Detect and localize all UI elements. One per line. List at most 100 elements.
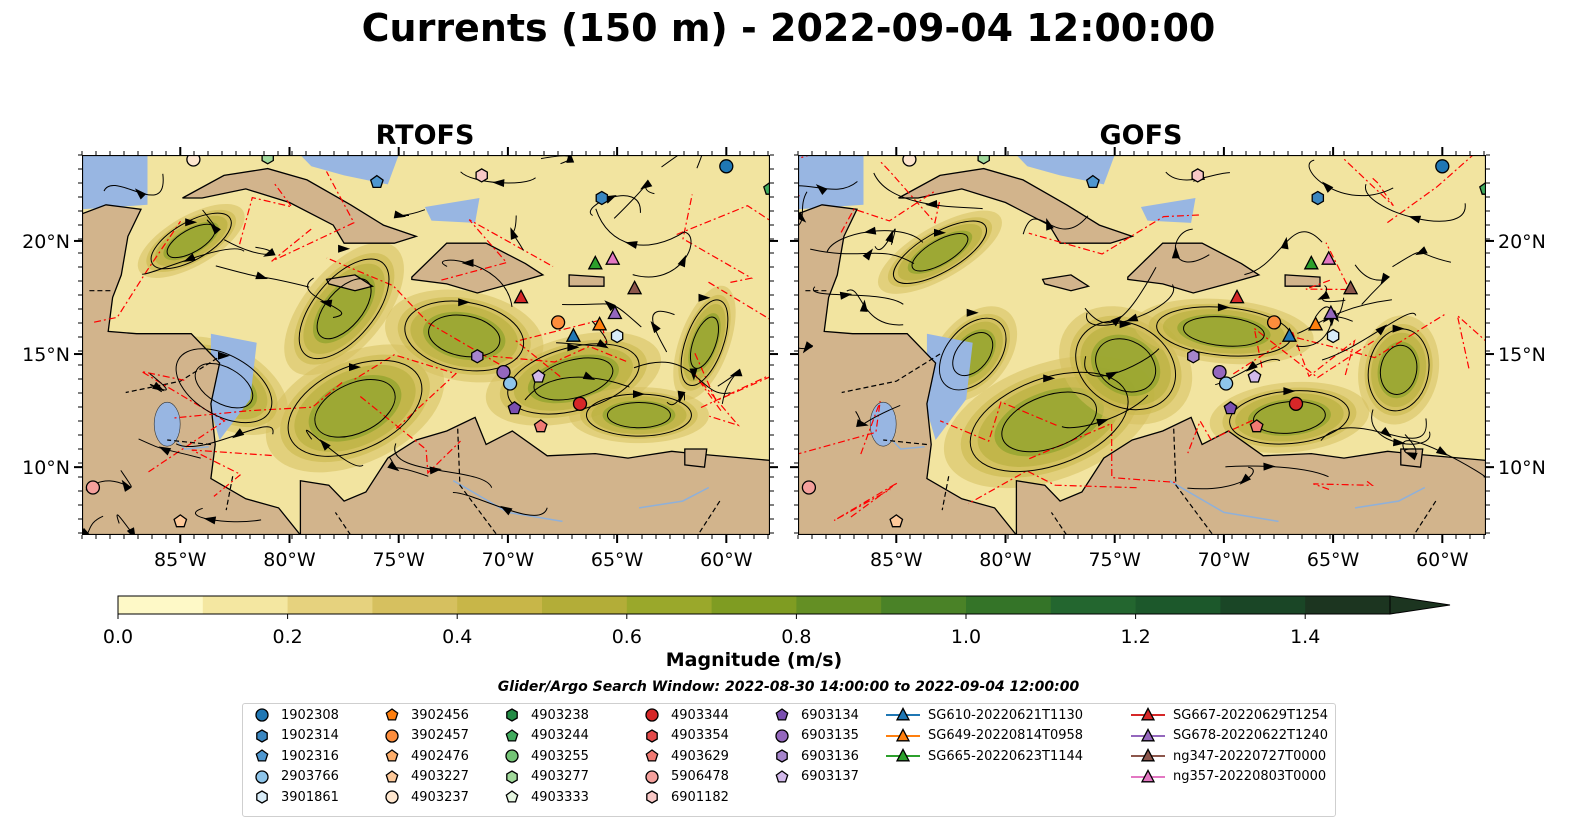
colorbar-segment	[1305, 596, 1391, 614]
marker-4903629[interactable]	[533, 419, 548, 433]
marker-1902308[interactable]	[1435, 159, 1450, 174]
country-border	[1050, 512, 1068, 535]
marker-3901861[interactable]	[610, 328, 624, 344]
circle-marker	[385, 728, 399, 743]
marker-3902457[interactable]	[550, 315, 566, 330]
marker-5906478[interactable]	[801, 480, 817, 495]
marker-SG610-20220621T1130[interactable]	[565, 327, 581, 342]
colorbar: 0.0 0.2 0.4 0.6 0.8 1.0 1.2 1.4 Magnitude (m/s)	[103, 595, 1451, 670]
legend-marker-icon	[385, 769, 399, 783]
marker-6901182[interactable]	[475, 168, 488, 183]
marker-6903137[interactable]	[1247, 369, 1262, 383]
legend-marker-icon	[775, 708, 789, 721]
current-speed-patch	[163, 221, 219, 261]
eez-boundary	[492, 345, 627, 363]
eez-boundary	[326, 257, 500, 365]
legend-marker-icon	[255, 708, 269, 722]
marker-5906478[interactable]	[85, 480, 101, 495]
marker-4903344[interactable]	[572, 396, 588, 411]
marker-4903277[interactable]	[261, 155, 274, 165]
triangle-marker	[895, 748, 911, 762]
marker-4903237[interactable]	[186, 155, 201, 167]
streamline-arrow	[1239, 473, 1252, 485]
legend-symbol	[385, 749, 399, 762]
streamline-arrow	[1380, 426, 1393, 438]
marker-6903135[interactable]	[1212, 364, 1227, 380]
country-border	[1173, 428, 1214, 535]
marker-6903136[interactable]	[1187, 349, 1200, 364]
marker-SG610-20220621T1130[interactable]	[1281, 327, 1297, 342]
colorbar-segment	[1220, 596, 1306, 614]
streamline-arrow	[152, 381, 165, 392]
marker-4903244[interactable]	[1479, 181, 1486, 195]
legend-label: 4903255	[531, 748, 589, 764]
marker-2903766[interactable]	[502, 376, 518, 391]
circle-marker	[385, 790, 399, 805]
eddy-streamline	[969, 371, 1129, 473]
marker-1902316[interactable]	[369, 174, 384, 189]
circle-marker	[1212, 364, 1227, 380]
marker-1902314[interactable]	[1311, 190, 1325, 206]
marker-4903344[interactable]	[1288, 396, 1304, 411]
marker-6903135[interactable]	[496, 364, 511, 380]
marker-SG678-20220622T1240[interactable]	[607, 304, 623, 320]
marker-6903136[interactable]	[471, 349, 484, 364]
streamline-arrow	[134, 188, 147, 200]
marker-4903244[interactable]	[763, 181, 770, 195]
marker-1902308[interactable]	[719, 159, 734, 174]
map-panel-rtofs[interactable]	[82, 155, 770, 535]
legend-entry: 1902314	[251, 727, 339, 745]
circle-marker	[255, 770, 269, 784]
marker-6903134[interactable]	[507, 400, 522, 415]
eddy-streamline	[1001, 391, 1098, 453]
marker-SG649-20220814T0958[interactable]	[1308, 316, 1324, 331]
marker-3902457[interactable]	[1266, 315, 1282, 330]
marker-SG665-20220623T1144[interactable]	[587, 255, 603, 270]
legend-label: 1902314	[281, 728, 339, 744]
marker-4903629[interactable]	[1249, 419, 1264, 433]
legend-entry: 4903255	[501, 747, 589, 765]
marker-4903227[interactable]	[889, 514, 904, 528]
marker-2903766[interactable]	[1218, 376, 1234, 391]
lon-tick-label: 75°W	[372, 549, 425, 571]
marker-4903237[interactable]	[902, 155, 917, 167]
marker-SG667-20220629T1254[interactable]	[513, 288, 529, 304]
legend-symbol	[255, 770, 269, 784]
hexagon-marker	[610, 328, 624, 344]
country-border	[1413, 500, 1437, 535]
marker-ng347-20220727T0000[interactable]	[1343, 279, 1359, 295]
streamline-arrow	[183, 253, 196, 262]
current-speed-patch	[1091, 334, 1161, 397]
legend-marker-icon	[775, 769, 789, 783]
marker-3901861[interactable]	[1326, 328, 1340, 344]
eddy-streamline	[952, 332, 994, 377]
marker-1902314[interactable]	[595, 190, 609, 206]
marker-6901182[interactable]	[1191, 168, 1204, 183]
marker-SG649-20220814T0958[interactable]	[592, 316, 608, 331]
triangle-marker	[1303, 255, 1319, 270]
marker-SG667-20220629T1254[interactable]	[1229, 288, 1245, 304]
legend-label: SG678-20220622T1240	[1173, 728, 1329, 744]
legend-marker-icon	[1131, 748, 1165, 762]
legend-label: 6903136	[801, 748, 859, 764]
eez-boundary	[682, 194, 754, 283]
marker-SG678-20220622T1240[interactable]	[1323, 304, 1339, 320]
marker-1902316[interactable]	[1085, 174, 1100, 189]
marker-ng357-20220803T0000[interactable]	[1321, 250, 1337, 265]
lon-tick-label: 80°W	[979, 549, 1032, 571]
marker-6903137[interactable]	[531, 369, 546, 383]
streamline-arrow	[1280, 236, 1289, 250]
streamline-arrow	[492, 179, 505, 188]
marker-4903277[interactable]	[977, 155, 990, 165]
hexagon-marker	[261, 155, 274, 165]
marker-6903134[interactable]	[1223, 400, 1238, 415]
eez-boundary	[1028, 214, 1199, 255]
streamline-arrow	[1245, 361, 1258, 372]
circle-marker	[1266, 315, 1282, 330]
marker-SG665-20220623T1144[interactable]	[1303, 255, 1319, 270]
marker-ng347-20220727T0000[interactable]	[627, 279, 643, 295]
map-panel-gofs[interactable]	[798, 155, 1486, 535]
marker-ng357-20220803T0000[interactable]	[605, 250, 621, 265]
legend-marker-icon	[506, 708, 518, 722]
marker-4903227[interactable]	[173, 514, 188, 528]
